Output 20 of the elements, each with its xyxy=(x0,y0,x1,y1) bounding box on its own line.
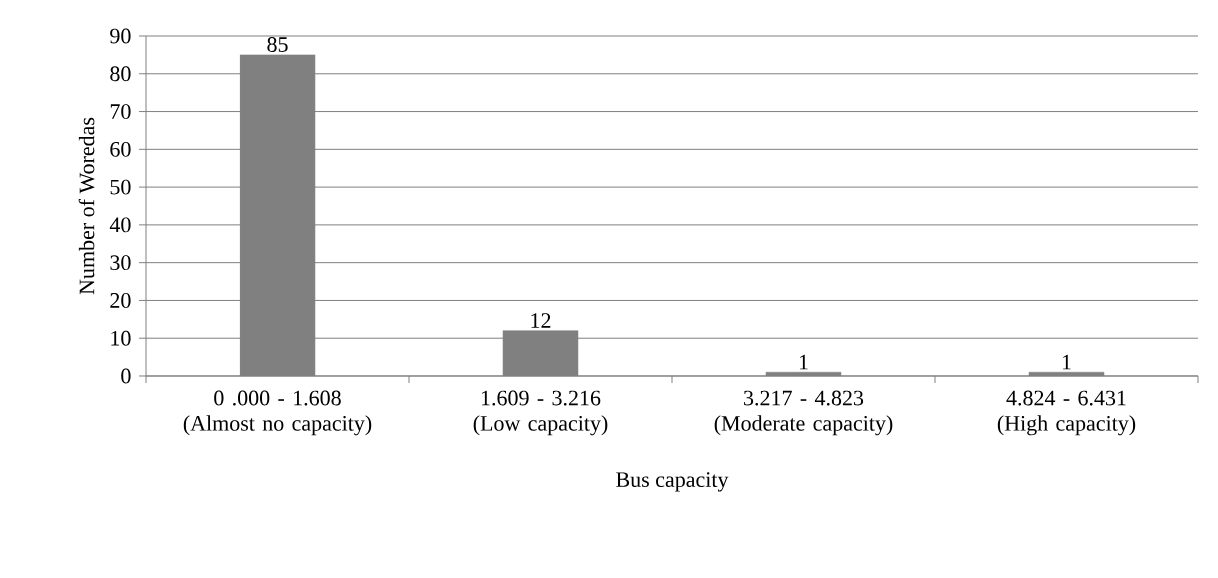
y-tick-label: 10 xyxy=(111,330,131,346)
data-label: 1 xyxy=(1062,354,1071,370)
y-tick-label: 90 xyxy=(110,28,131,44)
data-label: 12 xyxy=(531,313,551,328)
y-tick-label: 20 xyxy=(110,293,131,308)
y-tick-label: 70 xyxy=(110,104,131,119)
data-label: 85 xyxy=(267,37,288,52)
y-tick-label: 60 xyxy=(110,141,131,157)
x-axis-title: Bus capacity xyxy=(616,472,729,492)
x-tick-label: 1.609 - 3.216 (Low capacity) xyxy=(473,390,608,436)
y-tick-label: 0 xyxy=(121,368,131,384)
y-axis-title: Number of Woredas xyxy=(78,117,95,295)
data-label: 1 xyxy=(799,354,808,370)
x-tick-label: 4.824 - 6.431 (High capacity) xyxy=(997,390,1136,436)
y-tick-label: 40 xyxy=(109,217,131,233)
x-tick-label: 0 .000 - 1.608 (Almost no capacity) xyxy=(183,390,372,436)
y-tick-label: 50 xyxy=(110,179,131,195)
y-tick-label: 80 xyxy=(110,66,131,82)
y-tick-label: 30 xyxy=(110,255,131,271)
x-tick-label: 3.217 - 4.823 (Moderate capacity) xyxy=(714,390,893,436)
